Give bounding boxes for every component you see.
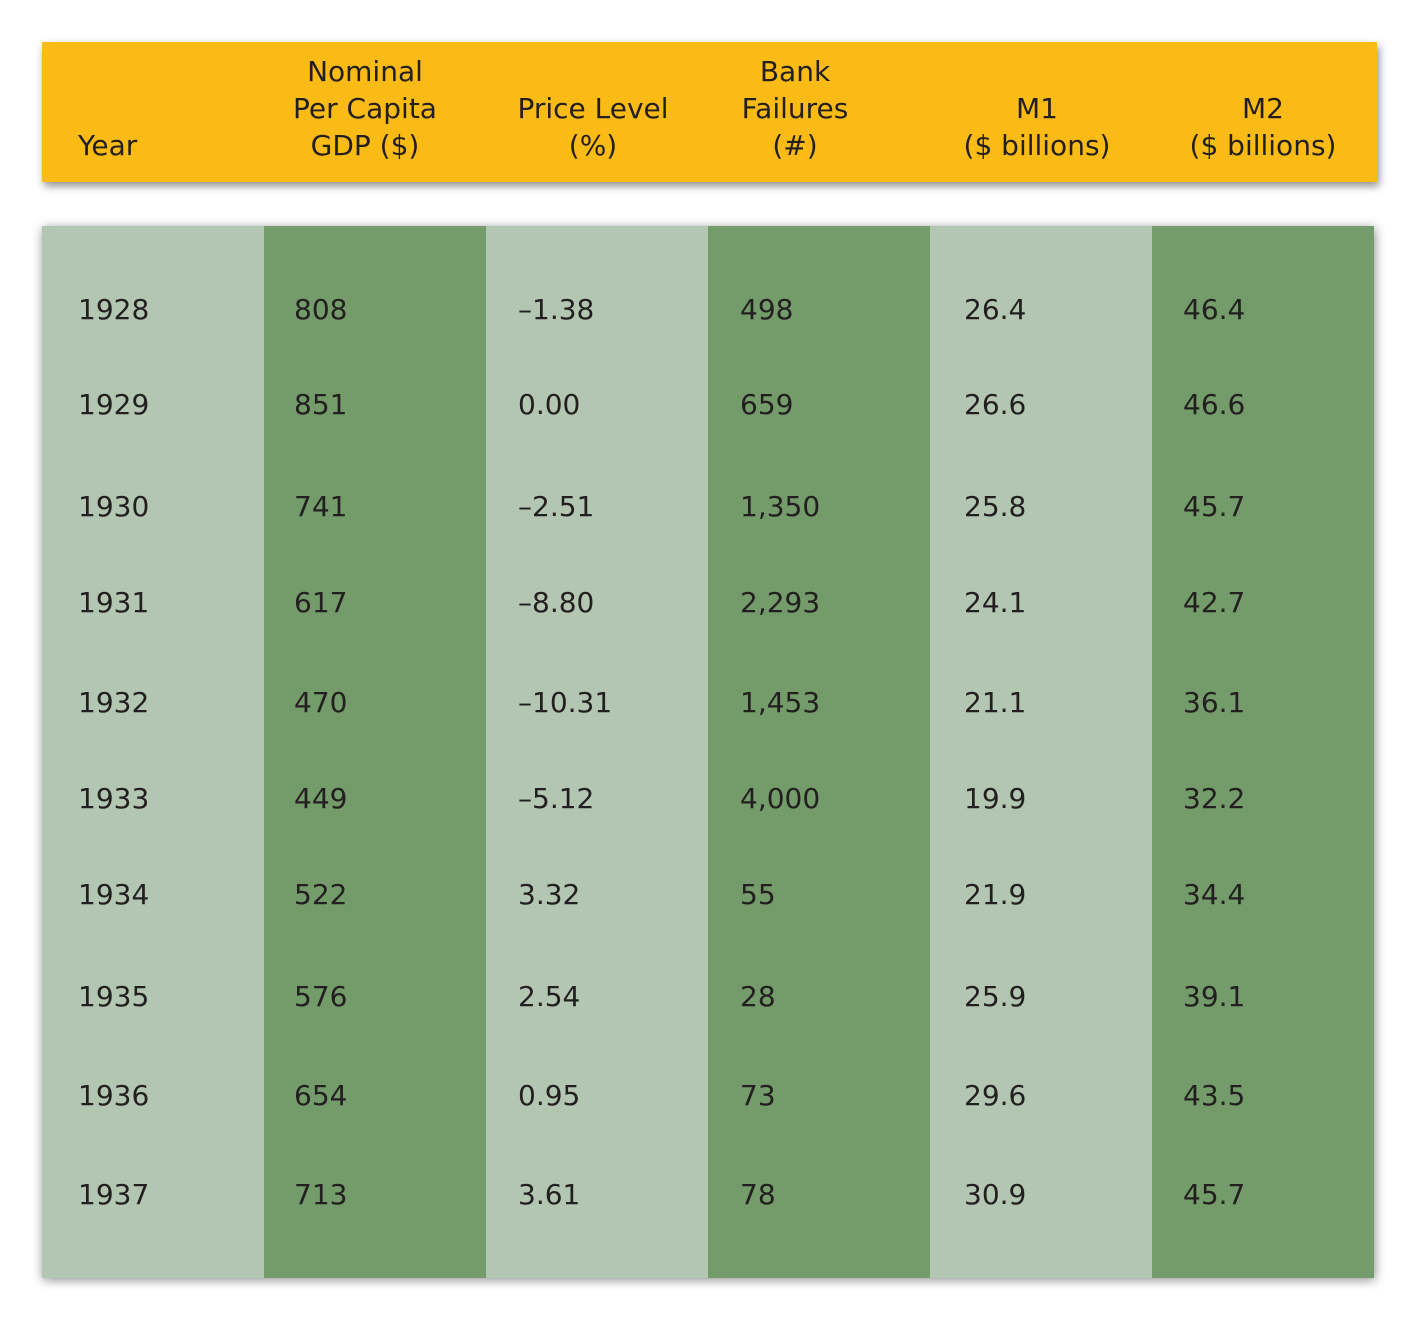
table-cell: 25.9 xyxy=(964,980,1027,1013)
table-cell: 1,453 xyxy=(740,686,821,719)
table-cell: 21.1 xyxy=(964,686,1027,719)
table-cell: 0.95 xyxy=(518,1079,581,1112)
table-cell: 45.7 xyxy=(1183,1178,1246,1211)
table-cell: 1,350 xyxy=(740,490,821,523)
table-cell: 1936 xyxy=(78,1079,150,1112)
table-cell: 30.9 xyxy=(964,1178,1027,1211)
table-cell: 26.6 xyxy=(964,388,1027,421)
table-cell: 498 xyxy=(740,293,794,326)
column-gdp xyxy=(264,226,486,1278)
table-cell: 3.32 xyxy=(518,878,581,911)
table-cell: 522 xyxy=(294,878,348,911)
table-cell: 2,293 xyxy=(740,586,821,619)
table-cell: –5.12 xyxy=(518,782,595,815)
table-cell: 29.6 xyxy=(964,1079,1027,1112)
column-m1 xyxy=(930,226,1152,1278)
table-cell: 42.7 xyxy=(1183,586,1246,619)
table-cell: 1935 xyxy=(78,980,150,1013)
table-cell: 1931 xyxy=(78,586,150,619)
header-year: Year xyxy=(78,129,138,162)
table-cell: 1928 xyxy=(78,293,150,326)
column-price-level xyxy=(486,226,708,1278)
table-cell: 1933 xyxy=(78,782,150,815)
table-cell: 45.7 xyxy=(1183,490,1246,523)
table-cell: 32.2 xyxy=(1183,782,1246,815)
table-cell: 808 xyxy=(294,293,348,326)
table-cell: 34.4 xyxy=(1183,878,1246,911)
table-cell: 1930 xyxy=(78,490,150,523)
table-cell: 617 xyxy=(294,586,348,619)
table-cell: 21.9 xyxy=(964,878,1027,911)
table-cell: –8.80 xyxy=(518,586,595,619)
table-header: Year Nominal Per Capita GDP ($) Price Le… xyxy=(42,42,1377,182)
table-cell: 46.6 xyxy=(1183,388,1246,421)
table-cell: 78 xyxy=(740,1178,776,1211)
table-cell: 46.4 xyxy=(1183,293,1246,326)
table-cell: –1.38 xyxy=(518,293,595,326)
table-cell: 1929 xyxy=(78,388,150,421)
table-cell: 576 xyxy=(294,980,348,1013)
table-cell: 4,000 xyxy=(740,782,821,815)
table-cell: 39.1 xyxy=(1183,980,1246,1013)
table-cell: 1934 xyxy=(78,878,150,911)
table-cell: 851 xyxy=(294,388,348,421)
table-cell: 24.1 xyxy=(964,586,1027,619)
table-cell: 741 xyxy=(294,490,348,523)
table-cell: 0.00 xyxy=(518,388,581,421)
table-cell: 713 xyxy=(294,1178,348,1211)
table-cell: –10.31 xyxy=(518,686,613,719)
table-cell: 73 xyxy=(740,1079,776,1112)
header-price-level: Price Level (%) xyxy=(517,92,669,162)
table-cell: 28 xyxy=(740,980,776,1013)
table-cell: 3.61 xyxy=(518,1178,581,1211)
table-cell: 659 xyxy=(740,388,794,421)
header-gdp: Nominal Per Capita GDP ($) xyxy=(293,55,437,162)
column-m2 xyxy=(1152,226,1374,1278)
column-bank-failures xyxy=(708,226,930,1278)
header-bank-failures: Bank Failures (#) xyxy=(741,55,849,162)
table-cell: 1932 xyxy=(78,686,150,719)
table-cell: 19.9 xyxy=(964,782,1027,815)
table-cell: 25.8 xyxy=(964,490,1027,523)
table-cell: 654 xyxy=(294,1079,348,1112)
table-cell: 55 xyxy=(740,878,776,911)
table-cell: 26.4 xyxy=(964,293,1027,326)
data-table: 1928 808 –1.38 498 26.4 46.4 1929 851 0.00 659 26.… xyxy=(42,226,1374,1278)
header-m2: M2 ($ billions) xyxy=(1189,92,1337,162)
header-m1: M1 ($ billions) xyxy=(963,92,1111,162)
table-cell: 470 xyxy=(294,686,348,719)
table-cell: 43.5 xyxy=(1183,1079,1246,1112)
table-cell: 1937 xyxy=(78,1178,150,1211)
table-cell: 2.54 xyxy=(518,980,581,1013)
table-cell: –2.51 xyxy=(518,490,595,523)
column-year xyxy=(42,226,264,1278)
table-cell: 36.1 xyxy=(1183,686,1246,719)
table-cell: 449 xyxy=(294,782,348,815)
